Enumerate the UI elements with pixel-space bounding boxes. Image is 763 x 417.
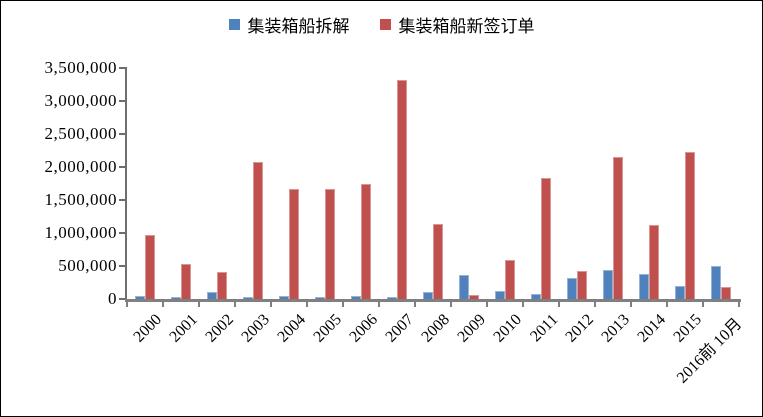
x-axis-tick (558, 302, 560, 307)
y-axis-tick-label: 0 (108, 289, 117, 308)
x-axis-label: 2010 (490, 311, 526, 346)
x-axis-label: 2008 (418, 311, 454, 346)
bar-demolition (171, 296, 181, 299)
y-axis-tick-label: 500,000 (58, 256, 117, 275)
x-axis-tick (594, 302, 596, 307)
x-axis-tick (378, 302, 380, 307)
y-axis-tick (119, 100, 125, 102)
x-axis-tick (738, 302, 740, 307)
x-axis-label: 2014 (634, 311, 670, 346)
x-axis-label: 2007 (382, 311, 418, 346)
y-axis-tick (119, 199, 125, 201)
x-axis-label: 2000 (130, 311, 166, 346)
legend-swatch-demolition (228, 19, 240, 30)
x-axis-label: 2004 (274, 311, 310, 346)
x-axis-line (125, 299, 741, 302)
bar-new-orders (685, 151, 695, 299)
y-axis-tick (119, 166, 125, 168)
y-axis-line (125, 67, 127, 302)
legend-item-demolition: 集装箱船拆解 (228, 12, 350, 37)
legend-label-new-orders: 集装箱船新签订单 (398, 17, 535, 36)
x-axis-tick (486, 302, 488, 307)
bar-new-orders (217, 271, 227, 299)
legend-label-demolition: 集装箱船拆解 (247, 17, 350, 36)
legend-swatch-new-orders (379, 19, 391, 30)
bar-new-orders (577, 270, 587, 299)
y-axis-tick (119, 133, 125, 135)
bar-new-orders (469, 295, 479, 299)
x-axis-tick (522, 302, 524, 307)
bar-demolition (243, 296, 253, 299)
bar-demolition (315, 297, 325, 299)
bar-demolition (567, 277, 577, 299)
bar-demolition (711, 266, 721, 299)
x-axis-label: 2002 (202, 311, 238, 346)
x-axis-tick (234, 302, 236, 307)
y-axis-tick-label: 3,000,000 (44, 91, 117, 110)
y-axis-tick (119, 298, 125, 300)
bar-demolition (387, 297, 397, 299)
bar-demolition (531, 293, 541, 299)
bar-new-orders (325, 189, 335, 299)
x-axis-tick (126, 302, 128, 307)
x-axis-tick (198, 302, 200, 307)
bar-demolition (135, 296, 145, 299)
bar-demolition (495, 291, 505, 299)
y-axis-tick-label: 2,500,000 (44, 124, 117, 143)
bar-new-orders (721, 287, 731, 299)
bar-demolition (423, 291, 433, 299)
bar-demolition (639, 274, 649, 299)
x-axis-tick (414, 302, 416, 307)
bar-demolition (603, 269, 613, 299)
x-axis-label: 2001 (166, 311, 202, 346)
x-axis-tick (702, 302, 704, 307)
bar-new-orders (361, 183, 371, 299)
x-axis-tick (450, 302, 452, 307)
bar-new-orders (541, 177, 551, 299)
bar-new-orders (397, 79, 407, 299)
x-axis-label: 2012 (562, 311, 598, 346)
legend-item-new-orders: 集装箱船新签订单 (379, 12, 535, 37)
x-axis-label: 2005 (310, 311, 346, 346)
plot-area: 0 500,000 1,000,000 1,500,000 2,000,000 2,500… (45, 58, 746, 387)
x-axis-tick (342, 302, 344, 307)
x-axis-label: 2006 (346, 311, 382, 346)
bar-new-orders (613, 156, 623, 299)
bar-demolition (351, 295, 361, 299)
x-axis-tick (630, 302, 632, 307)
bar-demolition (279, 296, 289, 299)
x-axis-label: 2009 (454, 311, 490, 346)
bar-demolition (459, 274, 469, 299)
y-axis-tick (119, 67, 125, 69)
bar-new-orders (253, 161, 263, 299)
x-axis-label: 2011 (526, 311, 562, 346)
y-axis-tick (119, 232, 125, 234)
x-axis-label: 2003 (238, 311, 274, 346)
bar-demolition (207, 292, 217, 299)
bar-new-orders (145, 235, 155, 299)
y-axis-tick-label: 1,000,000 (44, 223, 117, 242)
x-axis-tick (306, 302, 308, 307)
y-axis-tick-label: 3,500,000 (44, 58, 117, 77)
x-axis-tick (666, 302, 668, 307)
bar-demolition (675, 285, 685, 299)
bar-new-orders (505, 260, 515, 299)
y-axis-tick (119, 265, 125, 267)
y-axis-tick-label: 1,500,000 (44, 190, 117, 209)
x-axis-tick (162, 302, 164, 307)
bar-new-orders (433, 224, 443, 299)
x-axis-label: 2013 (598, 311, 634, 346)
bar-new-orders (649, 225, 659, 299)
bar-new-orders (289, 188, 299, 299)
bar-new-orders (181, 264, 191, 299)
chart-legend: 集装箱船拆解 集装箱船新签订单 (1, 12, 762, 37)
y-axis-tick-label: 2,000,000 (44, 157, 117, 176)
x-axis-tick (270, 302, 272, 307)
